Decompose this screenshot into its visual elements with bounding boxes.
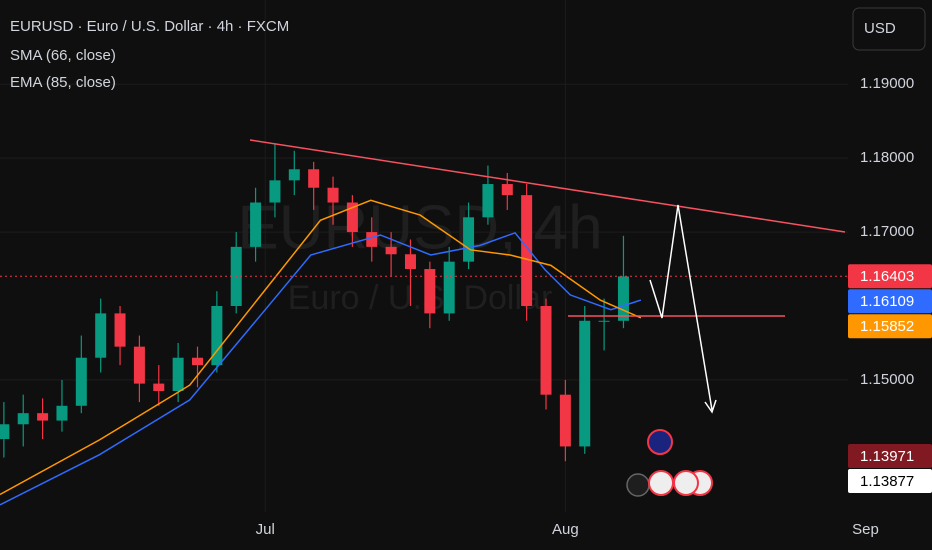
candle-body xyxy=(346,202,358,233)
x-tick-label: Sep xyxy=(852,521,879,538)
candle-body xyxy=(579,320,591,447)
candle-body xyxy=(327,187,339,203)
candle-body xyxy=(172,357,184,391)
y-tick-label: 1.15000 xyxy=(860,371,914,388)
candle-body xyxy=(308,169,320,188)
candle-body xyxy=(404,254,416,270)
price-label-box xyxy=(848,468,932,493)
time-axis xyxy=(0,512,932,550)
flash-event[interactable] xyxy=(626,473,650,497)
eu-event[interactable] xyxy=(647,429,673,455)
y-tick-label: 1.18000 xyxy=(860,149,914,166)
candle-body xyxy=(288,169,300,181)
candle-body xyxy=(133,346,145,384)
candle-body xyxy=(501,184,513,196)
x-tick-label: Jul xyxy=(256,521,275,538)
candle-body xyxy=(95,313,107,358)
price-label: 1.15852 xyxy=(860,318,914,335)
chart-title: EURUSD · Euro / U.S. Dollar · 4h · FXCM xyxy=(10,18,289,35)
currency-label: USD xyxy=(864,20,896,37)
candle-body xyxy=(37,413,49,421)
candle-body xyxy=(598,320,610,322)
projection-arrow xyxy=(649,204,713,411)
candle-body xyxy=(56,405,68,421)
candle-body xyxy=(424,269,436,314)
candle-body xyxy=(17,413,29,425)
price-label-box xyxy=(848,443,932,468)
x-tick-label: Aug xyxy=(552,521,579,538)
price-label-box xyxy=(848,289,932,314)
candle-body xyxy=(482,184,494,218)
candle-body xyxy=(250,202,262,247)
price-label-box xyxy=(848,264,932,289)
candle-body xyxy=(617,276,629,321)
candle-body xyxy=(0,424,10,440)
price-label: 1.13971 xyxy=(860,448,914,465)
arrow-head xyxy=(704,399,717,414)
candle-body xyxy=(211,306,223,366)
watermark-symbol: EURUSD, 4h xyxy=(237,193,602,262)
indicator-line xyxy=(0,199,642,496)
price-label: 1.16109 xyxy=(860,293,914,310)
us-event[interactable] xyxy=(673,470,699,496)
event-icons xyxy=(626,429,713,497)
candle-body xyxy=(366,232,378,247)
trend-line xyxy=(249,139,846,233)
price-label: 1.13877 xyxy=(860,473,914,490)
candle-body xyxy=(443,261,455,314)
legend-entry: EMA (85, close) xyxy=(10,74,116,91)
currency-button[interactable] xyxy=(852,7,926,51)
watermark-description: Euro / U.S. Dollar xyxy=(288,279,553,317)
price-label-box xyxy=(848,314,932,339)
candle-body xyxy=(75,357,87,406)
indicator-line xyxy=(0,231,642,506)
candle-body xyxy=(559,394,571,447)
candle-body xyxy=(521,195,533,306)
candle-body xyxy=(540,306,552,395)
candle-body xyxy=(269,180,281,203)
us-event[interactable] xyxy=(648,470,674,496)
candle-body xyxy=(153,383,165,391)
legend-entry: SMA (66, close) xyxy=(10,47,116,64)
candle-body xyxy=(385,246,397,255)
y-tick-label: 1.19000 xyxy=(860,75,914,92)
candle-body xyxy=(191,357,203,366)
candle-body xyxy=(114,313,126,347)
candle-body xyxy=(463,217,475,262)
price-label: 1.16403 xyxy=(860,268,914,285)
y-tick-label: 1.17000 xyxy=(860,223,914,240)
